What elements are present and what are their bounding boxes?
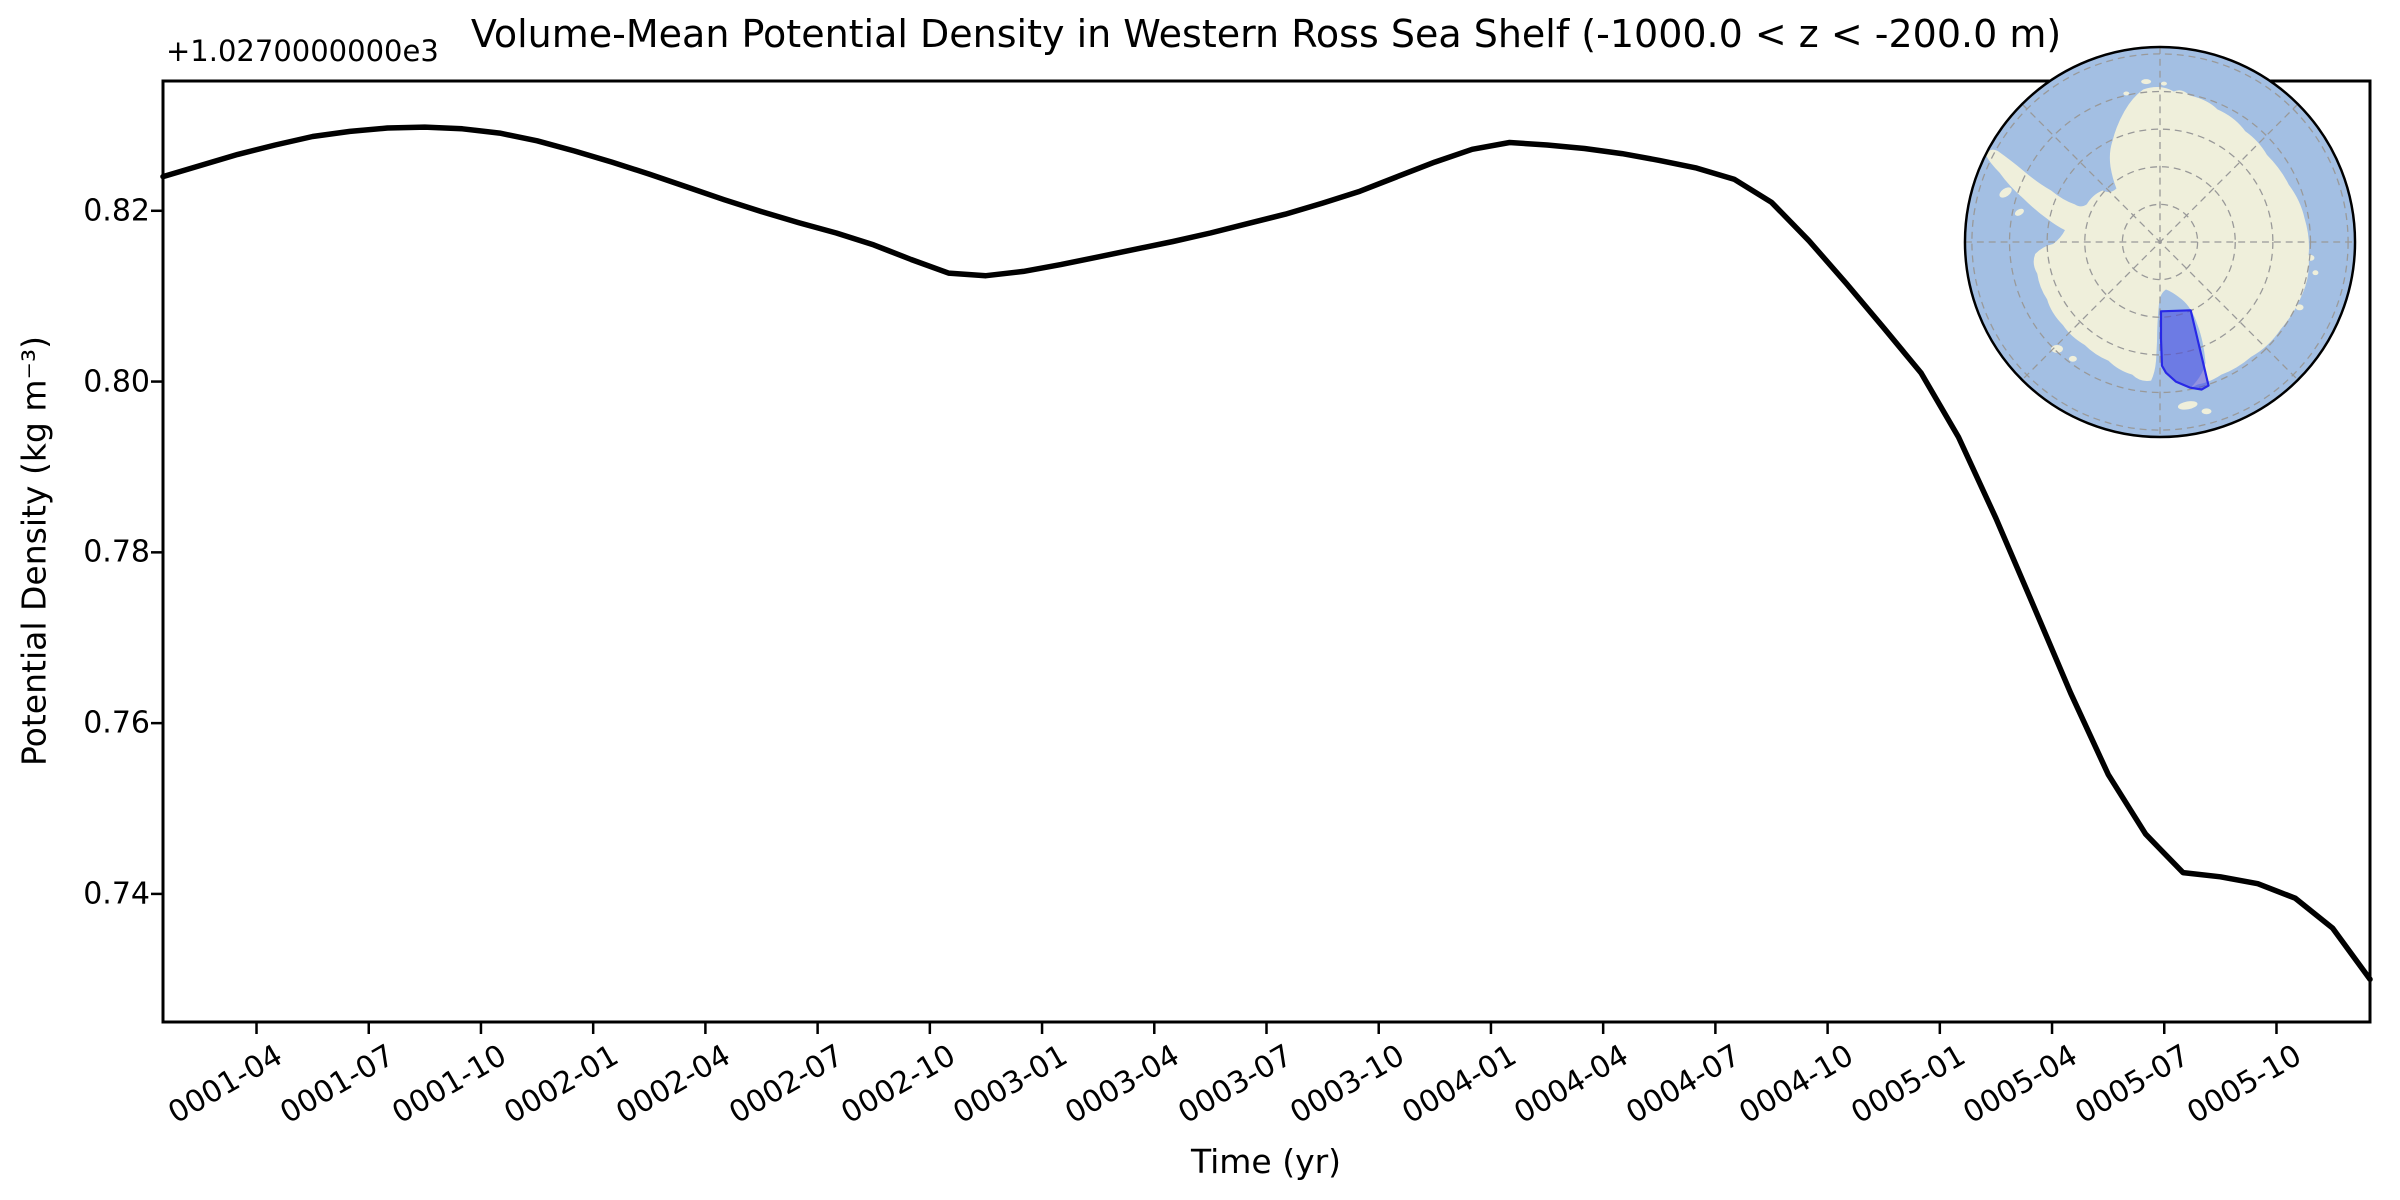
y-tick-label: 0.76 <box>83 705 150 741</box>
map-outline-circle <box>1963 45 2357 439</box>
region-highlight-western-ross-sea-shelf <box>2159 309 2210 391</box>
y-tick-label: 0.74 <box>83 876 150 912</box>
y-axis-offset-text: +1.0270000000e3 <box>166 34 439 68</box>
x-axis-label: Time (yr) <box>1190 1142 1342 1181</box>
y-axis-label: Potential Density (kg m⁻³) <box>14 335 54 767</box>
y-tick-label: 0.78 <box>83 534 150 570</box>
antarctica-inset-map <box>1963 45 2357 439</box>
data-series-line <box>160 124 2373 983</box>
y-tick-label: 0.82 <box>83 193 150 229</box>
axis-tick-marks <box>151 209 2278 1034</box>
y-tick-label: 0.80 <box>83 364 150 400</box>
chart-title: Volume-Mean Potential Density in Western… <box>470 12 2062 56</box>
map-land-antarctica <box>1985 79 2319 415</box>
map-graticule <box>1964 46 2356 438</box>
